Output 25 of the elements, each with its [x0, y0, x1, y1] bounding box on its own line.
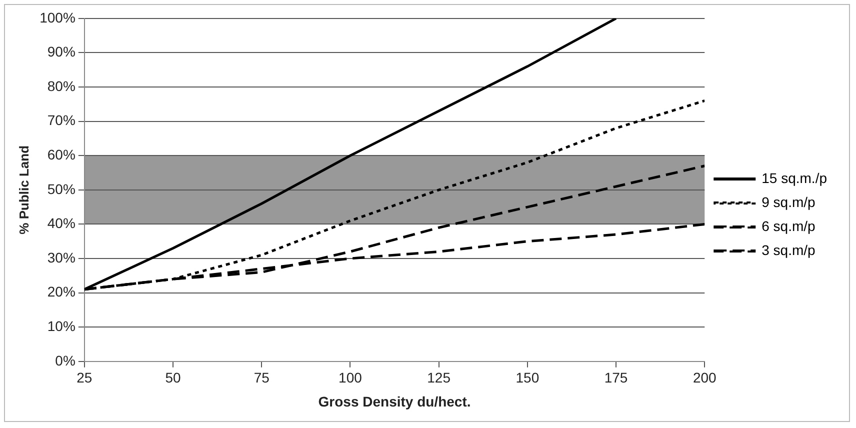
y-tick-label: 30%: [47, 249, 76, 266]
y-tick-label: 50%: [47, 180, 76, 197]
y-tick-label: 60%: [47, 146, 76, 162]
x-tick-label: 100: [338, 370, 362, 386]
legend-label: 6 sq.m/p: [762, 218, 816, 234]
y-axis-title: % Public Land: [16, 145, 32, 234]
x-tick-label: 75: [254, 370, 270, 386]
x-tick-label: 200: [692, 370, 717, 386]
legend-label: 9 sq.m/p: [762, 194, 816, 210]
y-tick-label: 0%: [55, 352, 76, 368]
x-tick-label: 50: [165, 370, 182, 386]
y-tick-label: 90%: [47, 44, 76, 60]
legend-label: 3 sq.m/p: [762, 242, 816, 258]
legend-label: 15 sq.m./p: [762, 170, 828, 186]
x-axis-title: Gross Density du/hect.: [318, 393, 471, 410]
y-tick-label: 100%: [40, 9, 76, 26]
y-tick-label: 20%: [47, 284, 76, 300]
y-tick-label: 10%: [47, 318, 76, 334]
x-tick-label: 150: [516, 370, 540, 386]
x-tick-label: 175: [604, 370, 628, 386]
y-tick-label: 70%: [47, 112, 76, 128]
y-tick-label: 80%: [47, 78, 76, 94]
y-tick-label: 40%: [47, 215, 76, 232]
x-tick-label: 25: [76, 370, 92, 386]
x-tick-label: 125: [427, 370, 451, 386]
